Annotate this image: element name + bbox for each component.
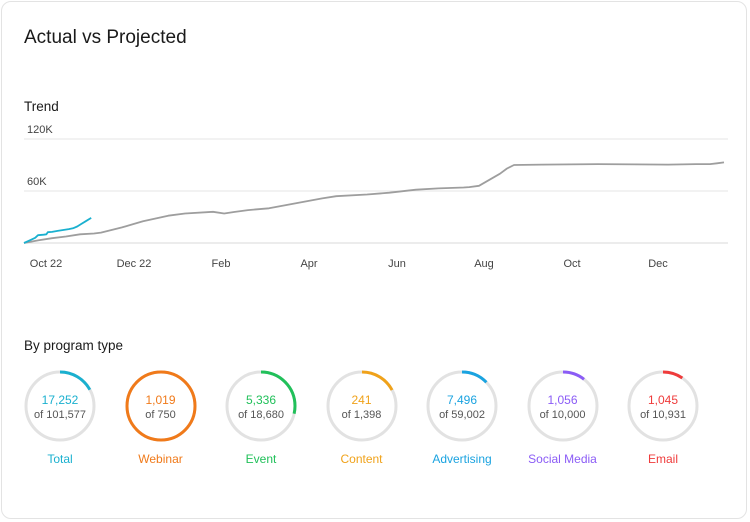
program-gauge-email[interactable]: 1,045 of 10,931 Email [613, 370, 713, 466]
x-tick-label: Feb [212, 258, 231, 270]
program-value: 1,019 [145, 393, 176, 407]
x-tick-label: Oct [563, 258, 580, 270]
program-gauge-social-media[interactable]: 1,056 of 10,000 Social Media [513, 370, 613, 466]
program-target: of 18,680 [238, 409, 284, 421]
x-tick-label: Dec 22 [117, 258, 152, 270]
program-target: of 1,398 [341, 409, 382, 421]
program-value: 1,045 [647, 393, 679, 407]
progress-ring-fill [527, 370, 598, 442]
program-target: of 101,577 [34, 409, 86, 421]
program-gauge-advertising[interactable]: 7,496 of 59,002 Advertising [412, 370, 512, 466]
program-name: Event [245, 452, 277, 466]
program-name: Email [647, 452, 678, 466]
actual-series-line [23, 217, 92, 244]
progress-ring [326, 370, 397, 442]
progress-ring-fill [627, 370, 699, 442]
program-target: of 10,000 [539, 409, 586, 421]
page-title: Actual vs Projected [24, 27, 187, 48]
program-name: Total [47, 452, 73, 466]
progress-ring-fill [125, 370, 196, 442]
program-name: Webinar [138, 452, 183, 466]
x-tick-label: Oct 22 [30, 258, 62, 270]
progress-ring [527, 370, 598, 442]
program-gauge-total[interactable]: 17,252 of 101,577 Total [10, 370, 110, 466]
x-tick-label: Apr [300, 258, 317, 270]
progress-ring-fill [426, 370, 498, 442]
progress-ring-fill [225, 370, 297, 442]
program-gauge-content[interactable]: 241 of 1,398 Content [312, 370, 412, 466]
program-gauge-event[interactable]: 5,336 of 18,680 Event [211, 370, 311, 466]
program-name: Advertising [432, 452, 492, 466]
x-tick-label: Aug [474, 258, 494, 270]
progress-ring-fill [326, 370, 397, 442]
program-value: 241 [351, 393, 372, 407]
progress-ring [225, 370, 297, 442]
y-tick-label: 120K [27, 124, 53, 136]
program-gauges: 17,252 of 101,577 Total 1,019 of 750 Webinar 5… [24, 370, 724, 470]
program-gauge-webinar[interactable]: 1,019 of 750 Webinar [111, 370, 211, 466]
progress-ring [426, 370, 498, 442]
y-tick-label: 60K [27, 176, 47, 188]
progress-ring [627, 370, 699, 442]
projected-series-line [23, 161, 725, 244]
program-value: 17,252 [41, 393, 79, 407]
program-name: Content [340, 452, 383, 466]
program-target: of 10,931 [640, 409, 686, 421]
program-section-label: By program type [24, 338, 124, 353]
program-value: 7,496 [446, 393, 478, 407]
progress-ring-fill [24, 370, 96, 442]
program-name: Social Media [528, 452, 597, 466]
program-target: of 750 [145, 409, 176, 421]
x-tick-label: Jun [388, 258, 406, 270]
trend-chart: 120K 60K Oct 22 Dec 22 Feb Apr Jun Aug Oct Dec [23, 124, 728, 270]
program-target: of 59,002 [439, 409, 485, 421]
trend-section-label: Trend [24, 99, 59, 114]
progress-ring [24, 370, 96, 442]
program-value: 5,336 [245, 393, 277, 407]
program-value: 1,056 [547, 393, 578, 407]
x-tick-label: Dec [648, 258, 668, 270]
progress-ring [125, 370, 196, 442]
